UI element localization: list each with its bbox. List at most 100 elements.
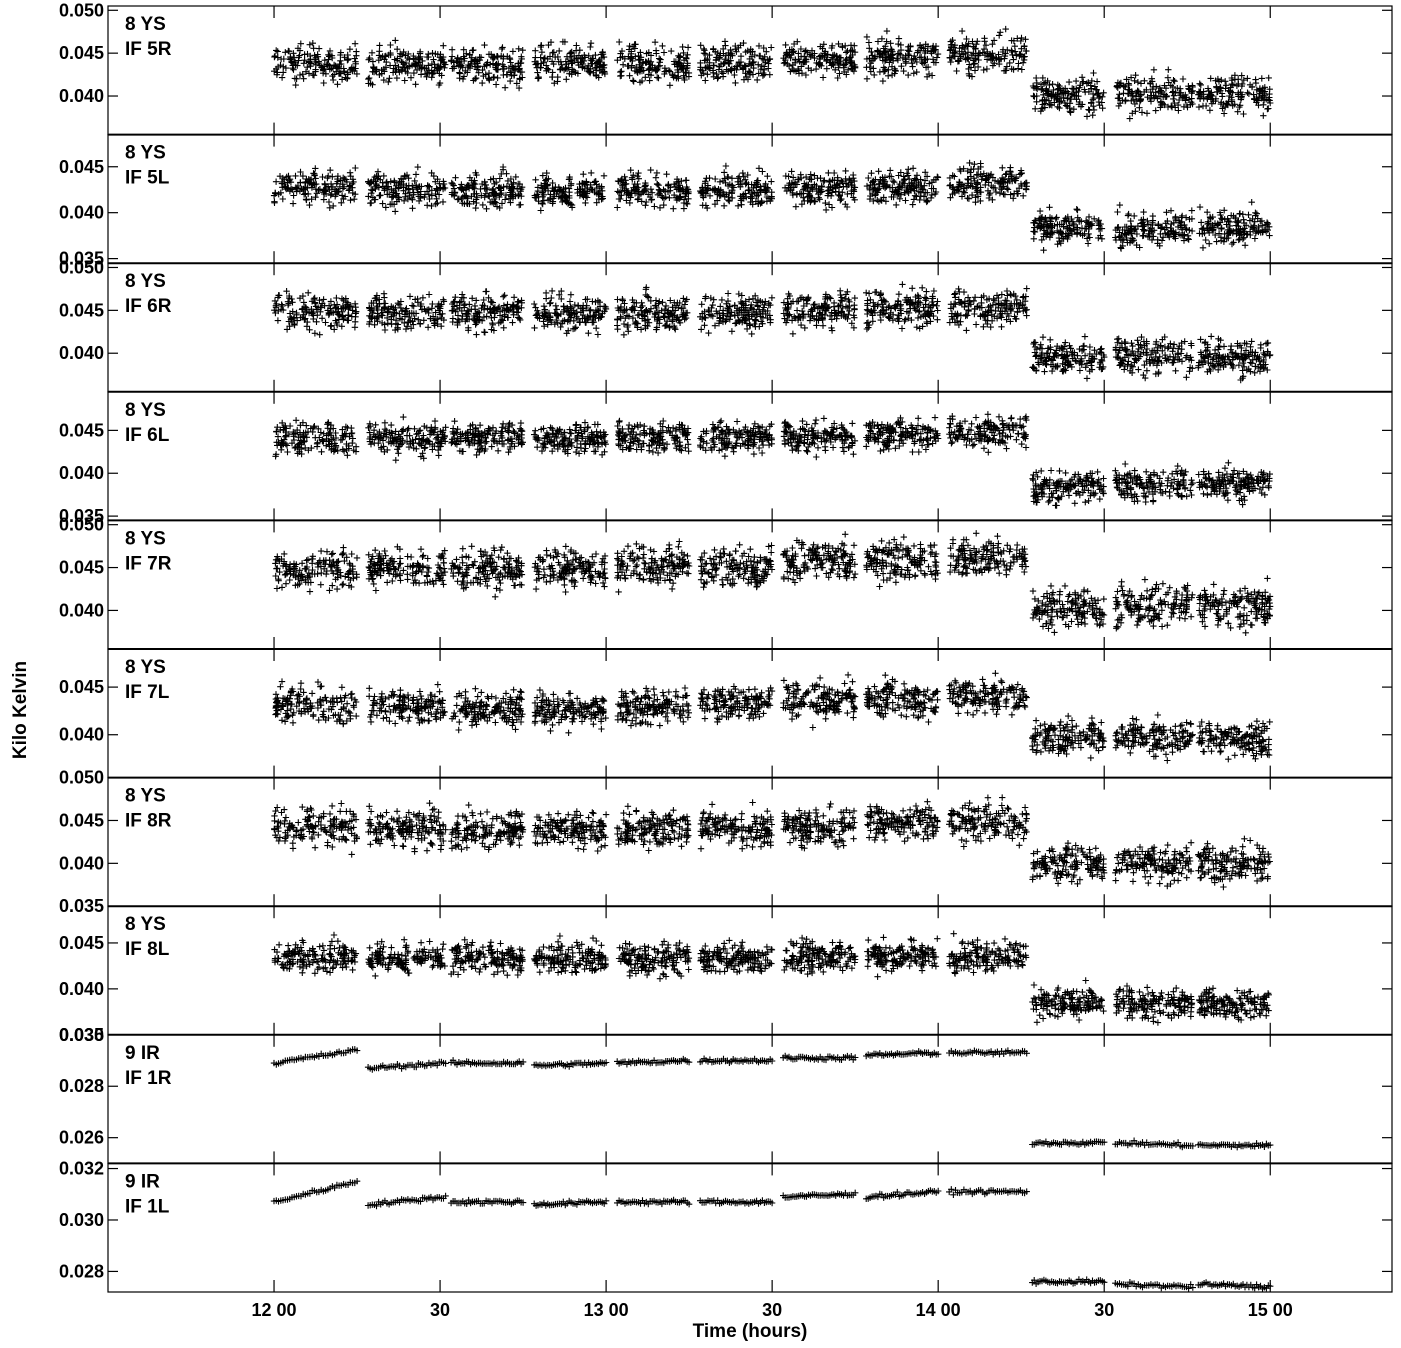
data-point	[867, 296, 874, 303]
data-point	[420, 317, 427, 324]
data-point	[822, 206, 830, 214]
data-point	[767, 316, 774, 323]
data-point	[344, 69, 351, 76]
data-point	[801, 324, 808, 332]
data-point	[709, 301, 716, 309]
data-point	[1031, 224, 1038, 231]
data-point	[871, 71, 878, 79]
data-point	[438, 72, 445, 79]
data-point	[459, 291, 466, 298]
data-point	[344, 55, 352, 63]
data-point	[380, 290, 388, 297]
data-points	[271, 25, 1274, 122]
data-point	[309, 40, 316, 47]
panel-if-label: IF 5R	[125, 39, 172, 60]
data-point	[863, 289, 870, 296]
data-point	[509, 319, 516, 326]
data-point	[614, 316, 621, 323]
data-point	[562, 65, 569, 72]
data-point	[488, 299, 495, 306]
data-point	[680, 205, 688, 212]
data-point	[306, 59, 313, 66]
data-point	[1220, 110, 1228, 117]
data-point	[340, 316, 347, 323]
data-point	[1067, 109, 1074, 116]
data-point	[305, 70, 313, 77]
data-point	[1239, 211, 1246, 218]
data-point	[335, 70, 343, 77]
data-point	[499, 44, 506, 51]
data-point	[1023, 312, 1030, 319]
data-point	[916, 196, 923, 204]
data-point	[479, 201, 486, 209]
data-point	[329, 72, 336, 80]
data-point	[722, 162, 730, 170]
data-point	[1204, 209, 1211, 216]
data-point	[326, 66, 333, 73]
data-point	[319, 173, 326, 181]
data-point	[431, 64, 439, 71]
data-point	[311, 330, 319, 337]
data-point	[297, 40, 304, 47]
data-point	[273, 47, 280, 54]
data-point	[672, 326, 679, 333]
data-point	[1266, 232, 1273, 239]
data-point	[535, 73, 542, 81]
data-point	[616, 38, 623, 46]
data-point	[1143, 110, 1151, 117]
data-point	[331, 326, 338, 333]
data-point	[449, 315, 457, 322]
data-point	[333, 294, 340, 302]
data-point	[323, 61, 330, 68]
panel-station-label: 8 YS	[125, 143, 166, 164]
data-point	[1033, 74, 1040, 82]
data-point	[271, 52, 279, 60]
data-point	[316, 331, 323, 338]
data-point	[825, 169, 832, 177]
data-point	[515, 84, 523, 92]
data-point	[371, 321, 378, 328]
data-point	[656, 55, 663, 62]
data-point	[412, 171, 420, 178]
data-point	[815, 194, 822, 201]
panel-if-label: IF 5L	[125, 168, 170, 189]
data-point	[309, 71, 317, 79]
data-point	[489, 320, 496, 327]
data-point	[320, 79, 327, 87]
data-point	[726, 197, 733, 205]
data-point	[1195, 103, 1203, 111]
data-point	[295, 57, 302, 64]
data-point	[418, 63, 426, 71]
data-point	[351, 40, 359, 47]
data-point	[393, 57, 401, 64]
data-point	[337, 57, 344, 64]
data-point	[414, 163, 421, 171]
data-point	[1097, 225, 1104, 232]
data-point	[1114, 208, 1121, 216]
data-point	[488, 314, 495, 321]
data-point	[1140, 208, 1147, 216]
data-point	[909, 165, 917, 172]
data-point	[404, 54, 411, 62]
data-point	[1218, 215, 1225, 222]
data-point	[674, 73, 682, 80]
data-point	[1099, 105, 1106, 112]
data-point	[1030, 92, 1037, 100]
data-point	[380, 172, 387, 180]
data-point	[966, 297, 973, 304]
data-point	[1074, 206, 1081, 214]
data-point	[728, 328, 736, 335]
data-point	[850, 171, 857, 179]
data-point	[352, 313, 359, 320]
data-point	[340, 65, 347, 72]
data-point	[386, 62, 394, 69]
data-point	[1149, 212, 1156, 220]
data-point	[472, 321, 479, 328]
data-point	[754, 76, 761, 84]
data-point	[385, 78, 392, 86]
data-point	[913, 324, 920, 331]
data-point	[534, 75, 542, 82]
data-point	[592, 178, 599, 185]
data-point	[865, 290, 873, 297]
